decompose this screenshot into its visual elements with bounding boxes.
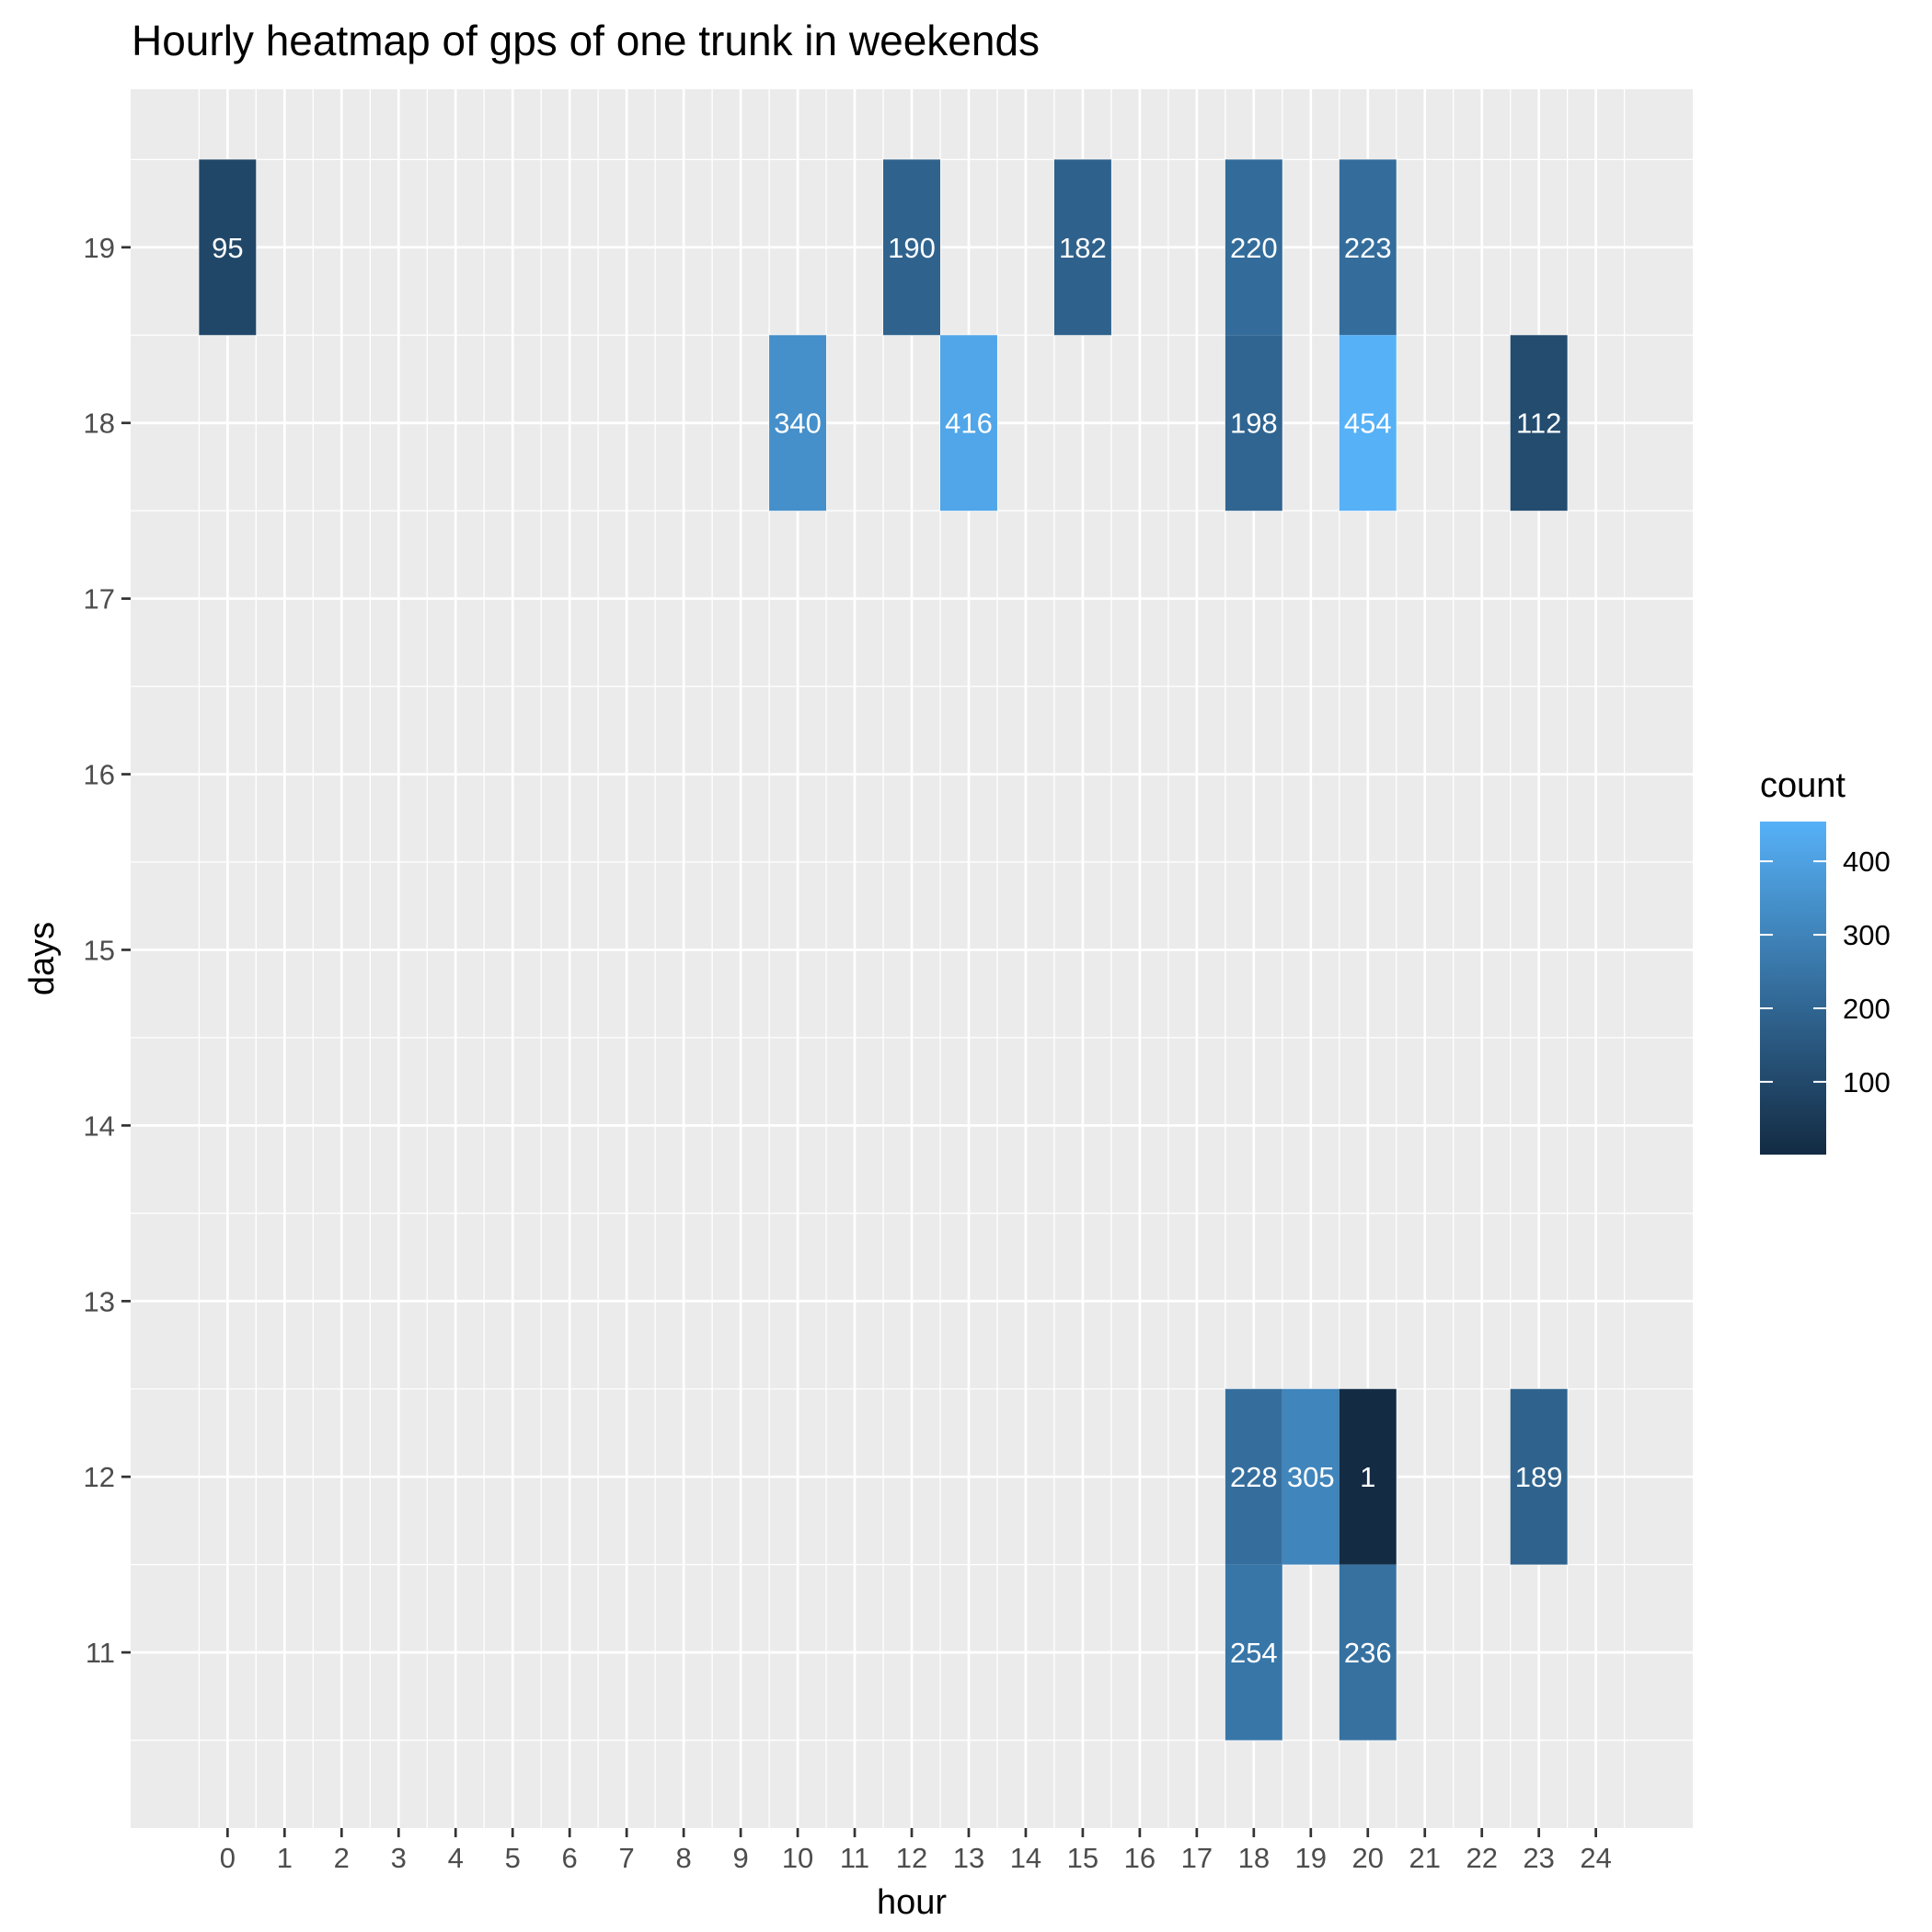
cell-value-label: 182 xyxy=(1059,232,1107,264)
y-tick-label: 15 xyxy=(84,934,115,966)
heatmap-cell xyxy=(1225,335,1282,512)
x-tick-label: 13 xyxy=(953,1842,984,1874)
cell-value-label: 305 xyxy=(1287,1461,1335,1493)
cell-value-label: 228 xyxy=(1230,1461,1278,1493)
legend-colorbar xyxy=(1760,822,1826,1155)
heatmap-cell xyxy=(1225,1388,1282,1565)
x-tick-label: 5 xyxy=(505,1842,521,1874)
y-axis: 11 12 13 14 15 16 17 18 19 xyxy=(84,232,131,1669)
heatmap-cell xyxy=(1225,159,1282,336)
y-tick-label: 19 xyxy=(84,232,115,264)
heatmap-cells xyxy=(199,159,1568,1741)
legend-title: count xyxy=(1760,766,1846,805)
heatmap-cell xyxy=(1339,1564,1397,1741)
cell-value-label: 95 xyxy=(212,232,243,264)
x-tick-label: 24 xyxy=(1580,1842,1611,1874)
cell-value-label: 454 xyxy=(1344,408,1392,440)
heatmap-cell xyxy=(1510,1388,1568,1565)
x-tick-label: 23 xyxy=(1523,1842,1554,1874)
x-tick-label: 6 xyxy=(562,1842,578,1874)
heatmap-cell xyxy=(1339,159,1397,336)
legend-tick-label: 400 xyxy=(1843,845,1891,878)
x-tick-label: 12 xyxy=(896,1842,927,1874)
x-tick-label: 16 xyxy=(1124,1842,1156,1874)
cell-value-label: 190 xyxy=(888,232,936,264)
legend-tick-label: 200 xyxy=(1843,993,1891,1025)
cell-value-label: 236 xyxy=(1344,1637,1392,1669)
x-axis-title: hour xyxy=(877,1883,947,1922)
cell-value-label: 1 xyxy=(1360,1461,1375,1493)
cell-value-label: 189 xyxy=(1515,1461,1563,1493)
x-tick-label: 14 xyxy=(1010,1842,1041,1874)
cell-value-label: 254 xyxy=(1230,1637,1278,1669)
chart-title: Hourly heatmap of gps of one trunk in we… xyxy=(132,17,1040,64)
y-tick-label: 17 xyxy=(84,583,115,615)
y-tick-label: 12 xyxy=(84,1461,115,1493)
cell-value-label: 112 xyxy=(1516,408,1561,440)
y-axis-title: days xyxy=(23,922,62,995)
heatmap-cell xyxy=(199,159,257,336)
x-tick-label: 21 xyxy=(1409,1842,1440,1874)
x-tick-label: 18 xyxy=(1238,1842,1270,1874)
legend: count 100 200 300 400 xyxy=(1760,766,1891,1155)
cell-value-label: 198 xyxy=(1230,408,1278,440)
x-tick-label: 10 xyxy=(782,1842,813,1874)
heatmap-cell xyxy=(939,335,997,512)
x-tick-label: 9 xyxy=(732,1842,748,1874)
x-tick-label: 15 xyxy=(1067,1842,1098,1874)
x-tick-label: 4 xyxy=(448,1842,464,1874)
legend-tick-label: 100 xyxy=(1843,1066,1891,1098)
x-tick-label: 7 xyxy=(619,1842,635,1874)
heatmap-cell xyxy=(1282,1388,1340,1565)
legend-ticks: 100 200 300 400 xyxy=(1760,845,1891,1098)
x-tick-label: 22 xyxy=(1466,1842,1497,1874)
cell-value-label: 223 xyxy=(1344,232,1392,264)
heatmap-cell xyxy=(1339,1388,1397,1565)
y-tick-label: 13 xyxy=(84,1285,115,1317)
heatmap-cell xyxy=(1225,1564,1282,1741)
x-tick-label: 3 xyxy=(391,1842,407,1874)
cell-labels: 95 190 182 220 223 340 416 198 454 112 228 305 1 189 2… xyxy=(212,232,1562,1669)
x-tick-label: 8 xyxy=(675,1842,691,1874)
heatmap-cell xyxy=(1339,335,1397,512)
x-tick-label: 11 xyxy=(840,1842,869,1874)
heatmap-cell xyxy=(883,159,940,336)
y-tick-label: 14 xyxy=(84,1110,115,1142)
y-tick-label: 11 xyxy=(86,1637,115,1669)
y-tick-label: 16 xyxy=(84,759,115,791)
cell-value-label: 340 xyxy=(774,408,822,440)
x-tick-label: 2 xyxy=(334,1842,350,1874)
x-tick-label: 1 xyxy=(277,1842,293,1874)
y-tick-label: 18 xyxy=(84,408,115,440)
x-tick-label: 17 xyxy=(1181,1842,1213,1874)
x-tick-label: 0 xyxy=(220,1842,236,1874)
cell-value-label: 220 xyxy=(1230,232,1278,264)
heatmap-cell xyxy=(1510,335,1568,512)
cell-value-label: 416 xyxy=(945,408,993,440)
x-axis: 0 1 2 3 4 5 6 7 8 9 10 11 12 13 14 15 16 17 18 19 20 21 22 23 24 xyxy=(220,1828,1612,1874)
heatmap-cell xyxy=(1053,159,1111,336)
heatmap-cell xyxy=(769,335,827,512)
x-tick-label: 19 xyxy=(1295,1842,1327,1874)
legend-tick-label: 300 xyxy=(1843,919,1891,951)
x-tick-label: 20 xyxy=(1352,1842,1384,1874)
